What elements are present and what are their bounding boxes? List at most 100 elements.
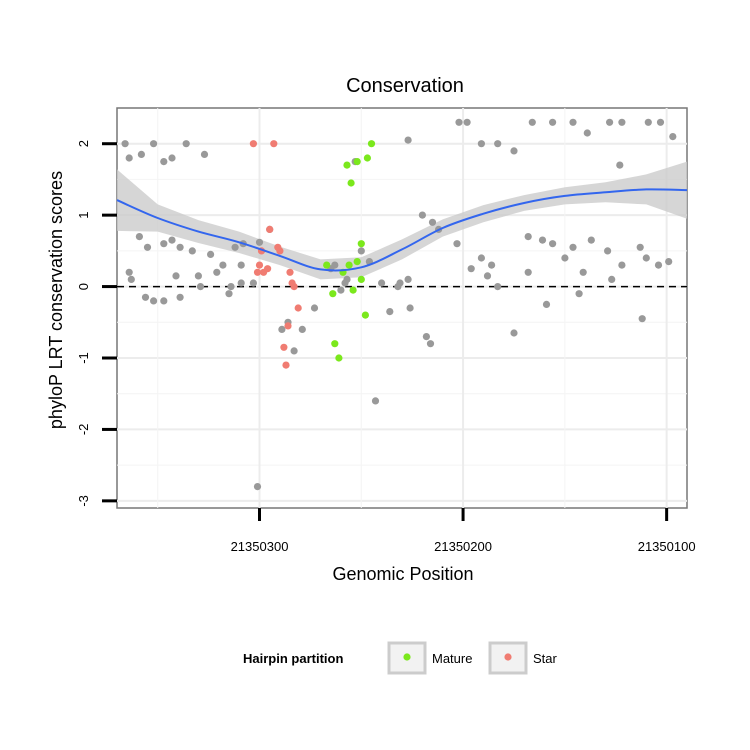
point-other	[618, 261, 626, 269]
x-tick-label: 21350300	[231, 539, 289, 554]
point-mature	[349, 286, 357, 294]
point-other	[231, 243, 239, 251]
legend-title: Hairpin partition	[243, 651, 343, 666]
point-other	[141, 293, 150, 301]
y-tick-label: -1	[76, 352, 91, 364]
point-star	[270, 140, 278, 148]
point-other	[494, 283, 502, 291]
point-other	[636, 243, 644, 251]
point-star	[286, 268, 294, 276]
point-other	[463, 118, 471, 126]
point-mature	[361, 311, 369, 319]
point-other	[510, 329, 518, 337]
point-other	[255, 238, 264, 246]
smooth-line	[116, 188, 688, 272]
point-other	[406, 304, 414, 312]
series-star	[249, 140, 302, 369]
point-other	[488, 261, 496, 269]
y-tick-label: 0	[76, 283, 91, 290]
point-other	[150, 297, 158, 305]
point-star	[282, 361, 290, 369]
y-axis: -3 -2 -1 0 1 2	[76, 140, 117, 507]
point-star	[249, 140, 257, 148]
point-star	[294, 304, 302, 312]
point-other	[160, 158, 168, 166]
point-other	[160, 297, 168, 305]
point-other	[426, 340, 435, 348]
point-mature	[367, 140, 376, 148]
point-mature	[343, 161, 351, 169]
point-other	[428, 218, 437, 226]
point-other	[168, 154, 176, 162]
point-other	[528, 118, 536, 126]
point-other	[455, 118, 463, 126]
point-mature	[345, 261, 353, 269]
legend-label-mature: Mature	[432, 651, 472, 666]
smooth-curve	[116, 188, 688, 272]
point-other	[524, 268, 532, 276]
point-star	[288, 279, 296, 287]
point-other	[298, 325, 306, 333]
point-mature	[347, 179, 355, 187]
point-other	[237, 261, 245, 269]
series-mature	[323, 140, 376, 362]
legend-key-star	[488, 641, 528, 675]
point-other	[331, 261, 339, 269]
point-other	[549, 240, 557, 248]
point-other	[606, 118, 614, 126]
point-other	[137, 150, 145, 158]
point-other	[357, 247, 365, 255]
chart-title: Conservation	[346, 75, 464, 97]
point-other	[237, 279, 245, 287]
point-other	[253, 483, 262, 491]
point-other	[644, 118, 652, 126]
x-axis-title: Genomic Position	[332, 564, 473, 584]
point-other	[337, 286, 345, 294]
point-other	[168, 236, 176, 244]
point-other	[290, 347, 298, 355]
point-other	[225, 290, 233, 298]
point-other	[510, 147, 518, 155]
point-star	[264, 265, 272, 273]
point-other	[422, 333, 430, 341]
point-other	[618, 118, 626, 126]
point-mature	[335, 354, 343, 362]
grid	[117, 108, 687, 508]
point-other	[213, 268, 221, 276]
point-other	[638, 315, 646, 323]
point-other	[608, 275, 616, 283]
point-other	[176, 293, 184, 301]
point-other	[378, 279, 386, 287]
point-other	[575, 290, 583, 298]
legend-dot-mature	[403, 653, 411, 661]
point-other	[477, 254, 485, 262]
point-other	[524, 233, 532, 241]
point-other	[371, 397, 380, 405]
plot-panel	[116, 107, 688, 509]
point-other	[396, 279, 404, 287]
point-other	[656, 118, 665, 126]
point-other	[176, 243, 184, 251]
point-other	[341, 279, 349, 287]
point-other	[583, 129, 591, 137]
point-other	[669, 133, 677, 141]
point-star	[276, 247, 284, 255]
point-other	[477, 140, 485, 148]
y-tick-label: -2	[76, 424, 91, 436]
point-other	[616, 161, 624, 169]
point-other	[278, 325, 286, 333]
legend: Hairpin partition Mature Star	[243, 641, 558, 675]
point-other	[182, 140, 190, 148]
point-other	[494, 140, 502, 148]
point-other	[249, 279, 257, 287]
point-other	[561, 254, 569, 262]
point-other	[579, 268, 587, 276]
point-other	[569, 118, 577, 126]
point-other	[207, 250, 215, 258]
point-other	[549, 118, 557, 126]
point-other	[538, 236, 547, 244]
point-other	[227, 283, 235, 291]
point-other	[143, 243, 152, 251]
point-other	[569, 243, 577, 251]
